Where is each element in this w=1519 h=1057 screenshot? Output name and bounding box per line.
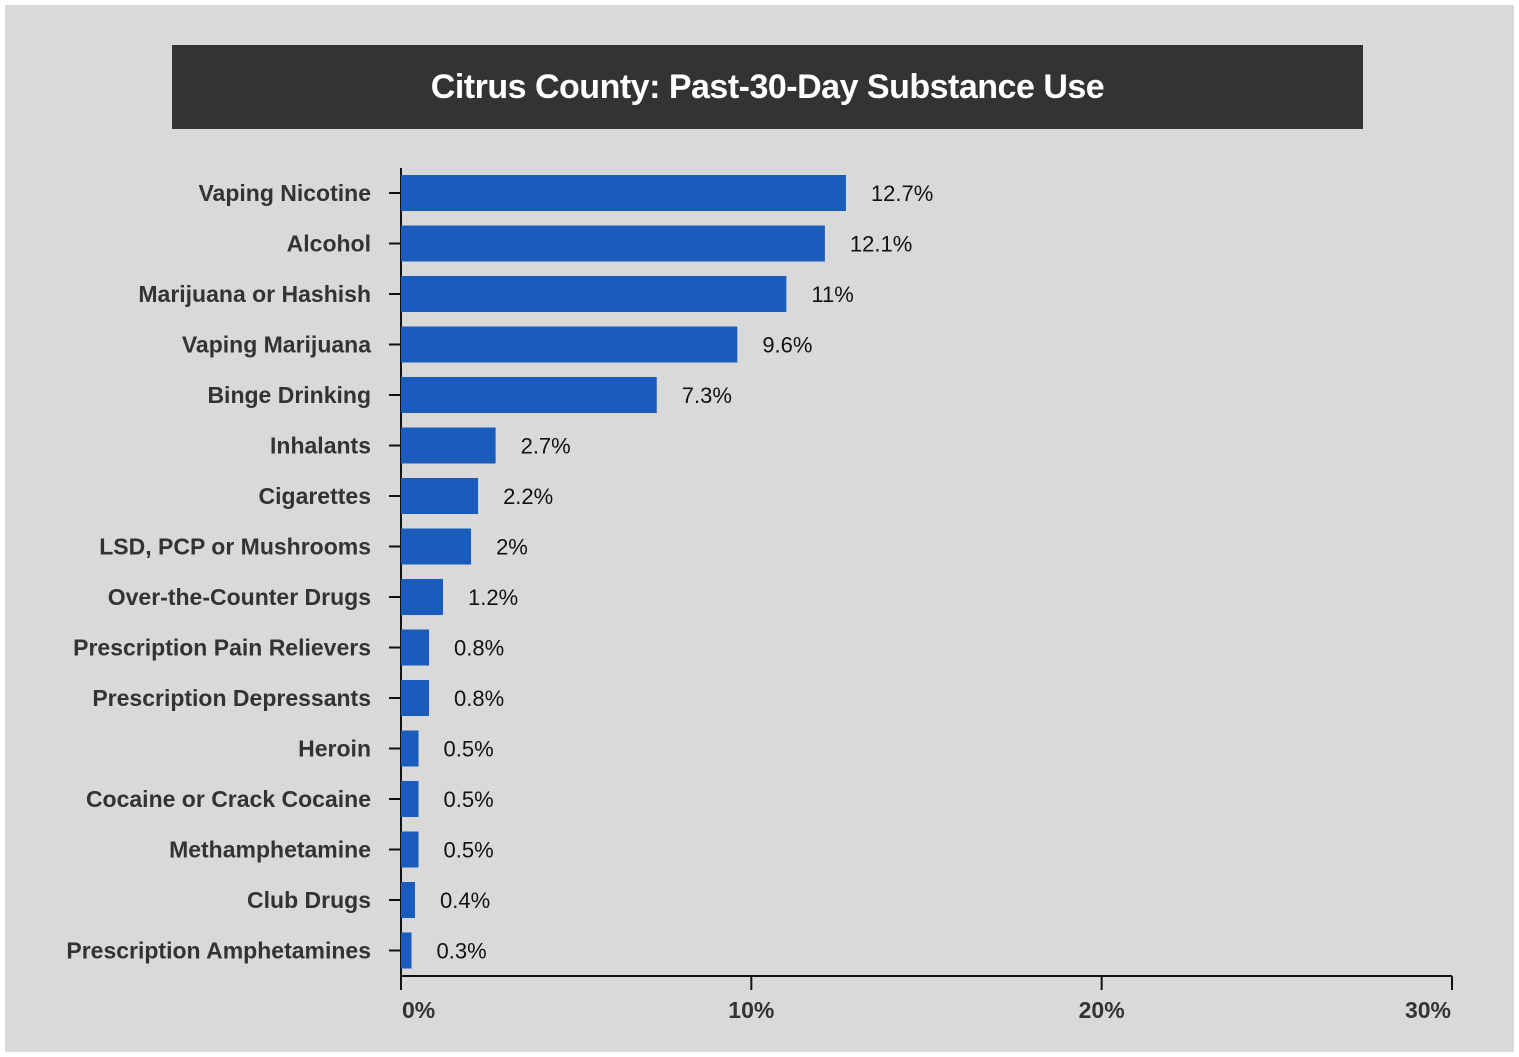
- chart-title: Citrus County: Past-30-Day Substance Use: [430, 67, 1105, 106]
- category-label: Alcohol: [287, 231, 371, 257]
- category-label: Cocaine or Crack Cocaine: [86, 786, 371, 812]
- data-label: 0.5%: [444, 787, 494, 812]
- x-tick-label: 20%: [1079, 997, 1125, 1023]
- data-label: 0.8%: [454, 686, 504, 711]
- bar: [401, 478, 479, 514]
- category-label: Marijuana or Hashish: [138, 281, 371, 307]
- bar: [401, 427, 496, 464]
- data-label: 9.6%: [762, 333, 812, 358]
- bar: [401, 276, 787, 312]
- bar: [401, 326, 738, 363]
- data-label: 0.3%: [437, 939, 487, 964]
- category-label: Over-the-Counter Drugs: [108, 584, 371, 610]
- category-label: Club Drugs: [247, 887, 371, 913]
- bar: [401, 781, 419, 817]
- data-label: 2%: [496, 535, 528, 560]
- x-tick-label: 30%: [1405, 997, 1451, 1023]
- data-label: 0.8%: [454, 636, 504, 661]
- data-label: 0.4%: [440, 888, 490, 913]
- category-label: Methamphetamine: [169, 837, 371, 863]
- category-label: Vaping Nicotine: [198, 180, 371, 206]
- category-label: Binge Drinking: [207, 382, 371, 408]
- x-tick-label: 10%: [728, 997, 774, 1023]
- category-label: Inhalants: [270, 433, 371, 459]
- x-tick-label: 0%: [402, 997, 435, 1023]
- bar: [401, 882, 416, 918]
- bar: [401, 831, 419, 868]
- bar: [401, 680, 430, 716]
- bar: [401, 932, 412, 969]
- category-label: Vaping Marijuana: [182, 332, 371, 358]
- data-label: 11%: [811, 282, 853, 307]
- data-label: 2.2%: [503, 484, 553, 509]
- category-label: Cigarettes: [259, 483, 371, 509]
- bar: [401, 730, 419, 767]
- bar: [401, 225, 825, 262]
- bar: [401, 175, 846, 211]
- bar: [401, 528, 472, 565]
- data-label: 1.2%: [468, 585, 518, 610]
- bar: [401, 629, 430, 666]
- data-label: 2.7%: [521, 434, 571, 459]
- category-label: Prescription Pain Relievers: [73, 635, 371, 661]
- data-label: 0.5%: [444, 838, 494, 863]
- data-label: 7.3%: [682, 383, 732, 408]
- bar: [401, 579, 444, 615]
- category-label: Prescription Depressants: [92, 685, 371, 711]
- category-label: Heroin: [298, 736, 371, 762]
- bar: [401, 377, 657, 413]
- data-label: 12.7%: [871, 181, 933, 206]
- category-label: LSD, PCP or Mushrooms: [99, 534, 371, 560]
- data-label: 12.1%: [850, 232, 912, 257]
- category-label: Prescription Amphetamines: [66, 938, 371, 964]
- data-label: 0.5%: [444, 737, 494, 762]
- title-bar: Citrus County: Past-30-Day Substance Use: [172, 45, 1363, 129]
